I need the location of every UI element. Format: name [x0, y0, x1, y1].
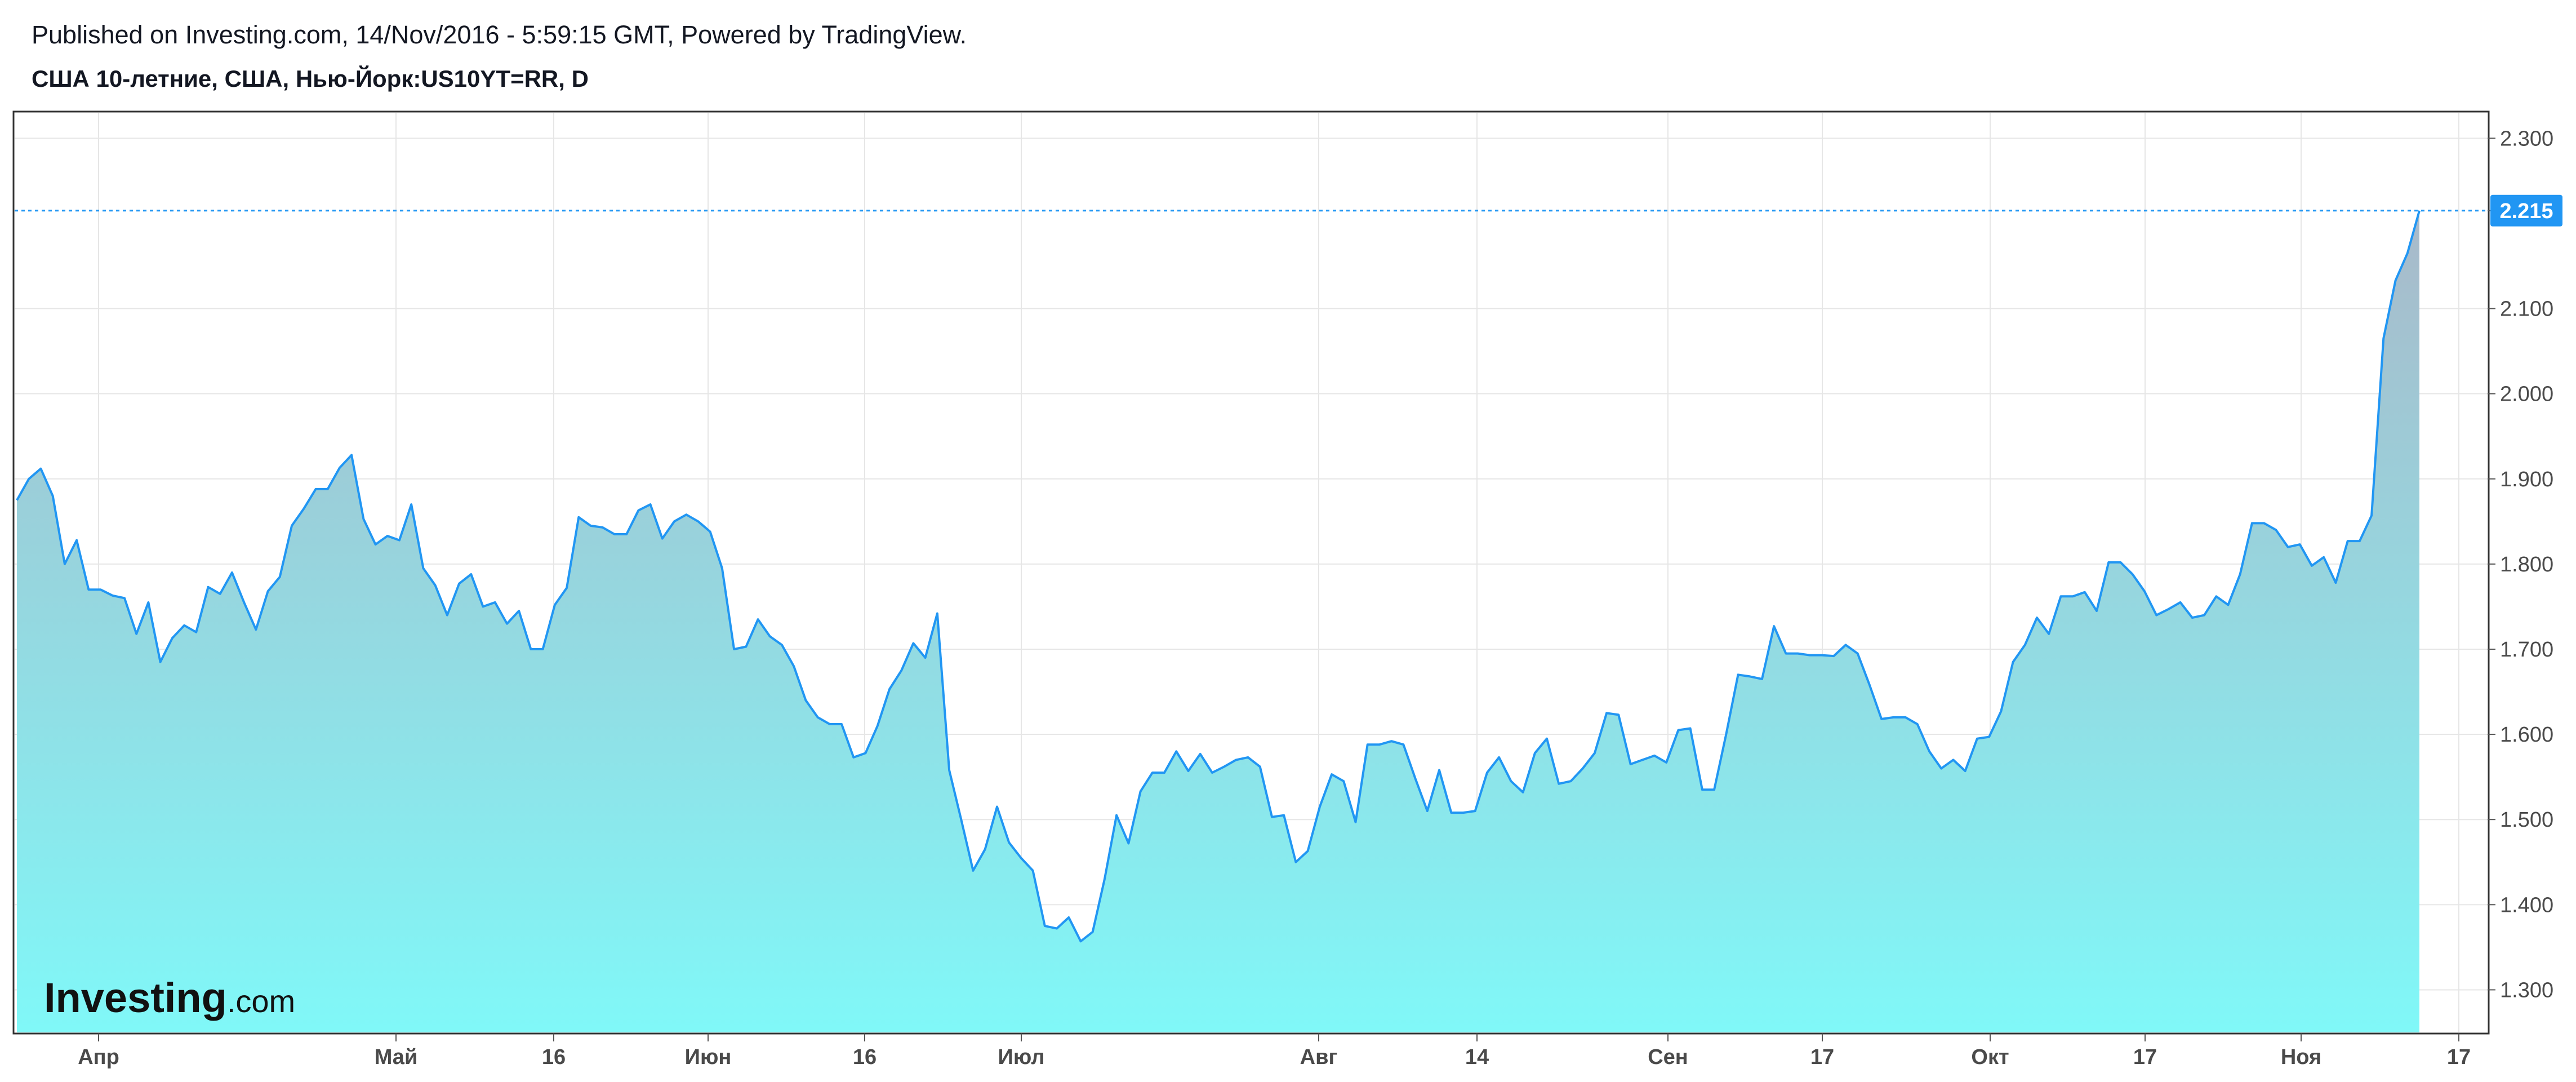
y-tick-label: 2.100 [2500, 298, 2553, 321]
last-price-badge-bg [2490, 194, 2562, 227]
x-tick-label: 16 [542, 1045, 566, 1069]
x-tick-label: Июл [998, 1045, 1045, 1069]
y-tick-label: 1.600 [2500, 723, 2553, 747]
y-tick-label: 2.300 [2500, 127, 2553, 150]
x-tick-label: 14 [1465, 1045, 1489, 1069]
y-tick-label: 1.500 [2500, 808, 2553, 832]
published-notice: Published on Investing.com, 14/Nov/2016 … [32, 20, 967, 49]
last-price-badge: 2.215 [2490, 194, 2562, 227]
y-tick-label: 1.400 [2500, 893, 2553, 917]
yield-area [17, 210, 2419, 1032]
symbol-title: США 10-летние, США, Нью-Йорк:US10YT=RR, … [32, 65, 589, 92]
y-axis: 1.300 1.400 1.500 1.600 1.700 1.800 1.900 2.000… [2488, 127, 2553, 1002]
x-tick-label: Май [375, 1045, 418, 1069]
x-axis: Апр Май 16 Июн 16 Июл Авг 14 Сен 17 Окт 17 Ноя 17 [78, 1034, 2471, 1069]
x-tick-label: 17 [2447, 1045, 2471, 1069]
svg-text:Investing.com: Investing.com [44, 974, 295, 1021]
x-tick-label: 16 [853, 1045, 877, 1069]
x-tick-label: Окт [1971, 1045, 2009, 1069]
x-tick-label: Авг [1300, 1045, 1338, 1069]
x-tick-label: Ноя [2281, 1045, 2321, 1069]
yield-line [16, 210, 2421, 943]
logo-sub: .com [227, 983, 295, 1019]
x-tick-label: 17 [1810, 1045, 1834, 1069]
investing-logo: Investing.com [44, 974, 295, 1021]
y-tick-label: 1.700 [2500, 638, 2553, 662]
x-tick-label: Сен [1648, 1045, 1688, 1069]
x-tick-label: Апр [78, 1045, 119, 1069]
x-tick-label: 17 [2133, 1045, 2157, 1069]
last-price-label: 2.215 [2499, 199, 2553, 223]
y-tick-label: 2.000 [2500, 383, 2553, 406]
y-tick-label: 1.800 [2500, 553, 2553, 577]
x-tick-label: Июн [685, 1045, 732, 1069]
y-tick-label: 1.300 [2500, 978, 2553, 1002]
logo-main: Investing [44, 974, 227, 1021]
y-tick-label: 1.900 [2500, 468, 2553, 491]
